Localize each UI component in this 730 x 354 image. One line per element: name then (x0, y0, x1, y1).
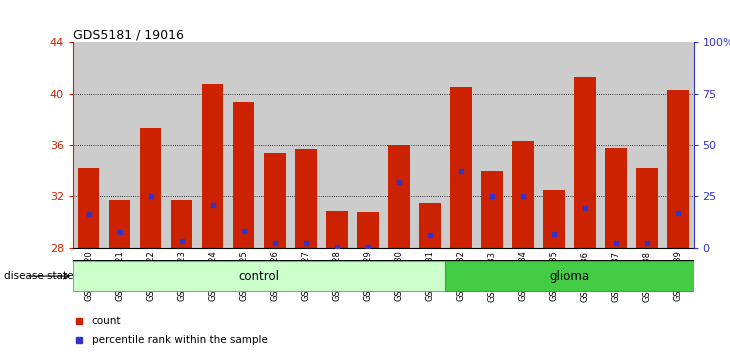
Bar (139, 129, 161, 248)
Text: GDS5181 / 19016: GDS5181 / 19016 (73, 28, 184, 41)
Bar (104, 42, 135, 248)
Text: disease state: disease state (4, 271, 73, 281)
Bar (383, 42, 415, 248)
Bar (574, 77, 596, 248)
Bar (445, 42, 476, 248)
Bar (601, 42, 631, 248)
Bar (667, 90, 689, 248)
Bar (321, 42, 353, 248)
Bar (73, 42, 104, 248)
Text: percentile rank within the sample: percentile rank within the sample (92, 335, 267, 345)
Bar (171, 200, 193, 248)
Bar (507, 42, 539, 248)
Bar (543, 190, 565, 248)
Bar (450, 87, 472, 248)
Bar (415, 42, 445, 248)
Bar (135, 42, 166, 248)
Bar (636, 168, 658, 248)
Bar (264, 153, 285, 248)
Bar (295, 149, 317, 248)
Bar (109, 200, 131, 248)
Bar (291, 42, 321, 248)
Bar (539, 42, 569, 248)
Text: count: count (92, 316, 121, 326)
Bar (228, 42, 259, 248)
Bar (77, 168, 99, 248)
Bar (569, 42, 601, 248)
Bar (631, 42, 663, 248)
Bar (419, 203, 441, 248)
Bar (326, 211, 347, 248)
Bar (481, 171, 503, 248)
Bar (476, 42, 507, 248)
Bar (605, 148, 627, 248)
Bar (201, 84, 223, 248)
Bar (259, 42, 291, 248)
Bar (388, 145, 410, 248)
Bar (197, 42, 228, 248)
FancyBboxPatch shape (445, 261, 694, 291)
Bar (233, 102, 255, 248)
Bar (166, 42, 197, 248)
Text: glioma: glioma (550, 270, 589, 282)
Bar (663, 42, 694, 248)
Text: control: control (239, 270, 280, 282)
FancyBboxPatch shape (73, 261, 445, 291)
Bar (357, 212, 379, 248)
Bar (512, 141, 534, 248)
Bar (353, 42, 383, 248)
